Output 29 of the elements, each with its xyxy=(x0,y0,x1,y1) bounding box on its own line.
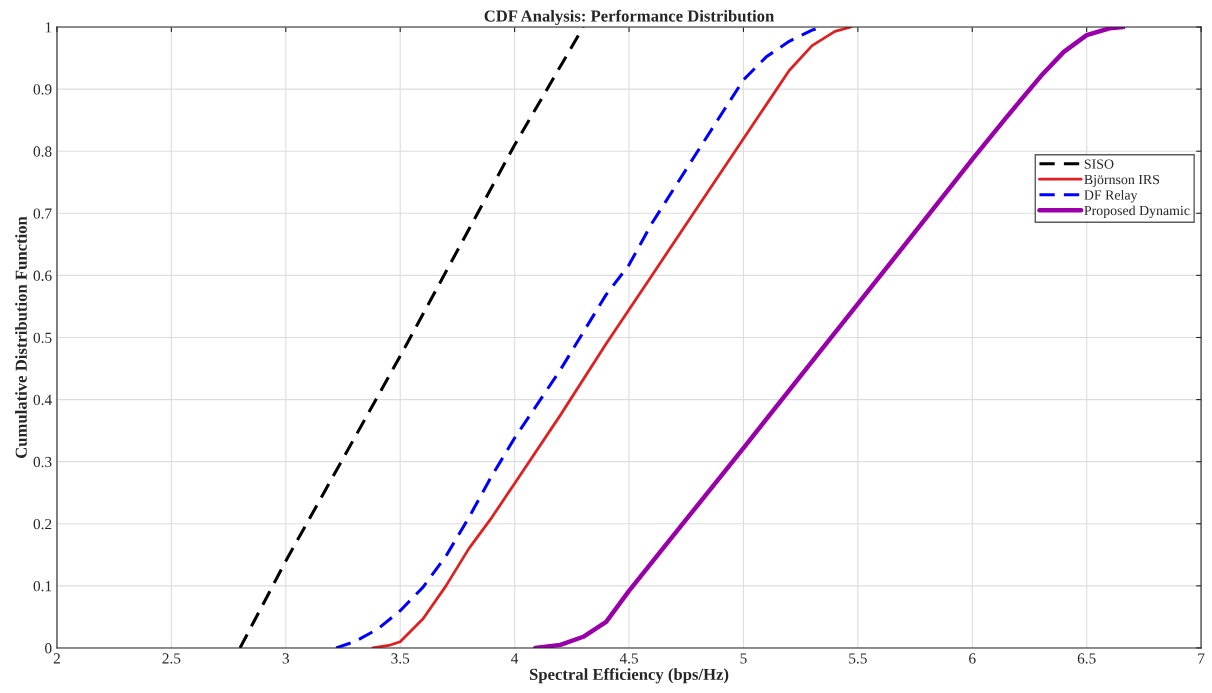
y-tick-label: 1 xyxy=(45,22,52,33)
x-axis-title: Spectral Efficiency (bps/Hz) xyxy=(529,668,729,684)
x-tick-label: 2 xyxy=(53,653,60,664)
y-tick-label: 0.1 xyxy=(33,581,52,592)
y-tick-label: 0 xyxy=(45,643,52,654)
legend-label: Björnson IRS xyxy=(1084,174,1160,188)
legend-label: SISO xyxy=(1084,159,1114,169)
y-tick-label: 0.7 xyxy=(33,208,52,219)
x-tick-label: 5.5 xyxy=(849,653,867,664)
y-tick-label: 0.3 xyxy=(33,456,52,468)
y-tick-label: 0.4 xyxy=(33,394,52,406)
chart-title: CDF Analysis: Performance Distribution xyxy=(484,9,775,26)
x-tick-label: 7 xyxy=(1198,653,1205,664)
legend-label: Proposed Dynamic xyxy=(1084,205,1190,219)
y-tick-label: 0.5 xyxy=(33,332,52,344)
y-tick-label: 0.9 xyxy=(33,84,52,95)
y-axis-title: Cumulative Distribution Function xyxy=(15,216,27,458)
x-tick-label: 6 xyxy=(969,653,976,664)
x-tick-label: 6.5 xyxy=(1077,653,1096,664)
x-tick-label: 5 xyxy=(740,653,747,664)
y-tick-label: 0.6 xyxy=(33,270,52,281)
x-tick-label: 3 xyxy=(282,653,290,664)
x-tick-label: 4 xyxy=(511,653,519,664)
x-tick-label: 4.5 xyxy=(619,653,638,664)
legend-label: DF Relay xyxy=(1084,189,1138,203)
y-tick-label: 0.2 xyxy=(33,518,52,530)
x-tick-label: 2.5 xyxy=(162,653,181,664)
y-tick-label: 0.8 xyxy=(33,146,52,157)
x-tick-label: 3.5 xyxy=(391,653,410,664)
